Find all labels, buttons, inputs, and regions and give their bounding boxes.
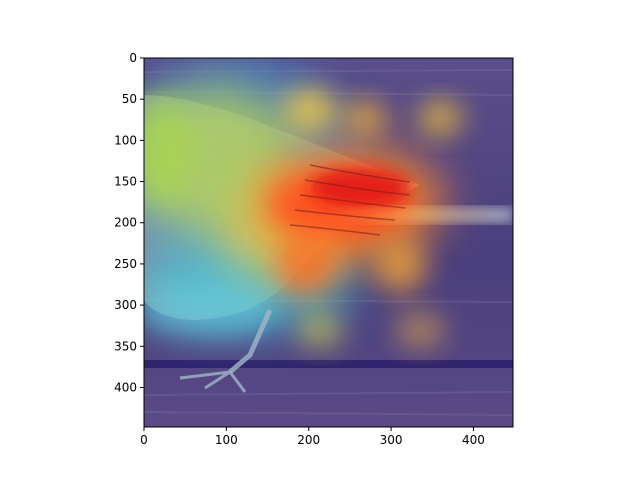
y-tick-label: 400 bbox=[114, 380, 137, 394]
y-axis: 0 50 100 150 200 250 300 350 400 bbox=[114, 51, 144, 394]
plot-frame bbox=[143, 57, 514, 428]
y-tick-label: 250 bbox=[114, 257, 137, 271]
y-tick-label: 300 bbox=[114, 298, 137, 312]
y-tick-label: 100 bbox=[114, 133, 137, 147]
x-tick-label: 400 bbox=[462, 433, 485, 447]
x-tick-label: 0 bbox=[140, 433, 148, 447]
y-tick-label: 50 bbox=[122, 92, 137, 106]
x-tick-label: 200 bbox=[297, 433, 320, 447]
x-tick-label: 300 bbox=[380, 433, 403, 447]
x-tick-label: 100 bbox=[215, 433, 238, 447]
heatmap-overlay-image bbox=[144, 58, 513, 427]
x-axis: 0 100 200 300 400 bbox=[140, 427, 485, 447]
y-tick-label: 200 bbox=[114, 216, 137, 230]
y-tick-label: 150 bbox=[114, 175, 137, 189]
y-tick-label: 0 bbox=[129, 51, 137, 65]
y-tick-label: 350 bbox=[114, 339, 137, 353]
